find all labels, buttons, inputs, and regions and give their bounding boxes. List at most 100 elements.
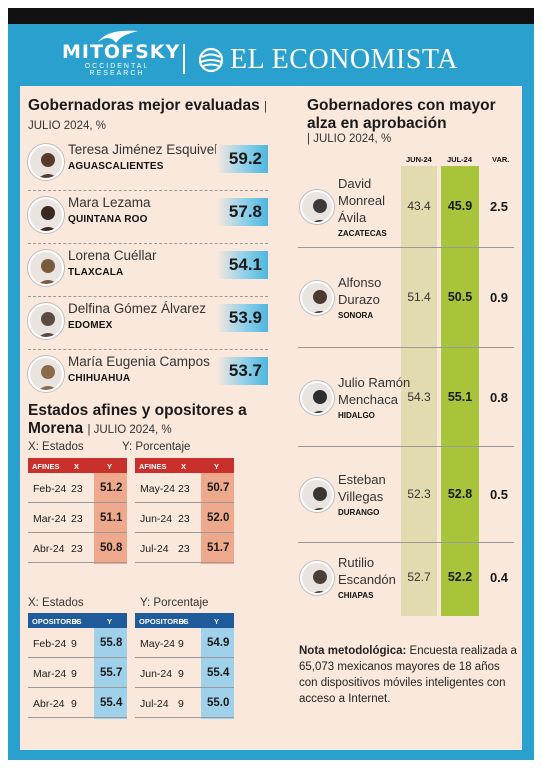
jul-value: 52.8 (447, 487, 473, 501)
header-x: X (181, 617, 187, 626)
x-cell: 9 (178, 638, 184, 650)
y-cell: 55.4 (100, 697, 123, 709)
table-row: Jun-24 9 55.4 (135, 658, 234, 688)
x-cell: 23 (178, 513, 190, 525)
table-row: Jul-24 9 55.0 (135, 688, 234, 718)
header-y: Y (107, 462, 113, 471)
governor-state: DURANGO (338, 508, 380, 517)
y-caption-2: Y: Porcentaje (140, 597, 209, 609)
governor-alza-row: David Monreal Ávila ZACATECAS 43.4 45.9 2.5 (298, 166, 514, 248)
best-evaluated-title: Gobernadoras mejor evaluadas | JULIO 202… (28, 97, 268, 135)
approval-value: 54.1 (216, 251, 268, 279)
month-cell: Jun-24 (140, 668, 173, 680)
note-text: Encuesta realizada a 65,073 mexicanos ma… (299, 645, 517, 705)
governor-name-line: David (338, 176, 372, 191)
y-column-band (201, 473, 234, 564)
jun-value: 51.4 (407, 290, 431, 304)
governor-name: David Monreal Ávila (338, 175, 385, 226)
y-cell: 51.1 (100, 512, 123, 524)
var-value: 0.8 (489, 390, 509, 405)
governor-name-line: Julio Ramón (338, 375, 411, 390)
month-cell: May-24 (140, 638, 176, 650)
x-cell: 23 (71, 543, 83, 555)
governor-name: Esteban Villegas (338, 471, 386, 505)
table-row: Jun-24 23 52.0 (135, 503, 234, 533)
y-cell: 52.0 (207, 512, 230, 524)
x-cell: 23 (178, 483, 190, 495)
governor-name: Lorena Cuéllar (68, 248, 157, 263)
month-cell: Abr-24 (33, 698, 65, 710)
governor-name-line: Durazo (338, 292, 380, 307)
governor-alza-row: Julio Ramón Menchaca HIDALGO 54.3 55.1 0.8 (298, 348, 514, 447)
header-x: X (74, 617, 80, 626)
avatar (28, 197, 64, 233)
header-group-label: OPOSITORES (32, 617, 82, 626)
governor-alza-row: Alfonso Durazo SONORA 51.4 50.5 0.9 (298, 248, 514, 348)
header-y: Y (107, 617, 113, 626)
jun-value: 52.3 (407, 487, 431, 501)
jun-column-band (401, 166, 437, 616)
governor-alza-row: Rutilio Escandón CHIAPAS 52.7 52.2 0.4 (298, 543, 514, 613)
y-cell: 51.2 (100, 482, 123, 494)
y-cell: 50.8 (100, 542, 123, 554)
x-cell: 9 (178, 668, 184, 680)
governor-state: CHIAPAS (338, 591, 374, 600)
afines-subtitle: | JULIO 2024, % (87, 424, 172, 436)
table-row: Abr-24 9 55.4 (28, 688, 127, 718)
table-row: May-24 23 50.7 (135, 473, 234, 503)
governor-name-line: Esteban (338, 472, 386, 487)
y-cell: 55.4 (207, 667, 230, 679)
table-header: AFINES X Y (135, 458, 234, 473)
month-cell: Feb-24 (33, 483, 67, 495)
afines-title-text: Estados afines y opositores a Morena (28, 402, 247, 437)
avatar (28, 144, 64, 180)
table-row: Feb-24 9 55.8 (28, 628, 127, 658)
note-label: Nota metodológica: (299, 645, 407, 657)
avatar (300, 381, 334, 415)
jun-value: 54.3 (407, 390, 431, 404)
governor-name: Rutilio Escandón (338, 554, 396, 588)
var-value: 0.5 (489, 487, 509, 502)
month-cell: Abr-24 (33, 543, 65, 555)
governor-alza-row: Esteban Villegas DURANGO 52.3 52.8 0.5 (298, 447, 514, 543)
header-x: X (181, 462, 187, 471)
governor-name: María Eugenia Campos (68, 354, 210, 369)
month-cell: Mar-24 (33, 513, 67, 525)
governor-state: ZACATECAS (338, 229, 387, 238)
month-cell: Feb-24 (33, 638, 67, 650)
governor-name: Teresa Jiménez Esquivel (68, 142, 218, 157)
governor-state: TLAXCALA (68, 267, 124, 278)
governor-name: Mara Lezama (68, 195, 151, 210)
avatar (300, 281, 334, 315)
y-cell: 55.0 (207, 697, 230, 709)
avatar (28, 356, 64, 392)
avatar (300, 190, 334, 224)
mitofsky-logo-text: MITOFSKY (62, 41, 181, 63)
mitofsky-bird-icon (96, 28, 140, 49)
afines-table: AFINES X Y May-24 23 50.7 Jun-24 23 52.0 Jul-24 23… (135, 458, 234, 564)
best-evaluated-subtitle: | JULIO 2024, % (28, 101, 268, 132)
var-value: 0.9 (489, 290, 509, 305)
jul-value: 55.1 (447, 390, 473, 404)
afines-title: Estados afines y opositores a Morena | J… (28, 402, 268, 439)
y-column-band (201, 628, 234, 719)
approval-value: 53.9 (216, 304, 268, 332)
x-cell: 9 (178, 698, 184, 710)
table-row: Jul-24 23 51.7 (135, 533, 234, 563)
jun-value: 43.4 (407, 199, 431, 213)
governor-state: SONORA (338, 311, 374, 320)
top-black-bar (8, 8, 534, 24)
header-x: X (74, 462, 80, 471)
alza-title: Gobernadores con mayor alza en aprobació… (307, 97, 496, 132)
governor-name-line: Villegas (338, 489, 384, 504)
month-cell: Jul-24 (140, 543, 169, 555)
y-cell: 50.7 (207, 482, 230, 494)
table-row: Abr-24 23 50.8 (28, 533, 127, 563)
governor-name-line: Alfonso (338, 275, 382, 290)
var-value: 0.4 (489, 570, 509, 585)
x-caption-2: X: Estados (28, 597, 84, 609)
governor-state: HIDALGO (338, 411, 375, 420)
y-caption-1: Y: Porcentaje (122, 441, 191, 453)
var-value: 2.5 (489, 199, 509, 214)
x-cell: 23 (71, 513, 83, 525)
